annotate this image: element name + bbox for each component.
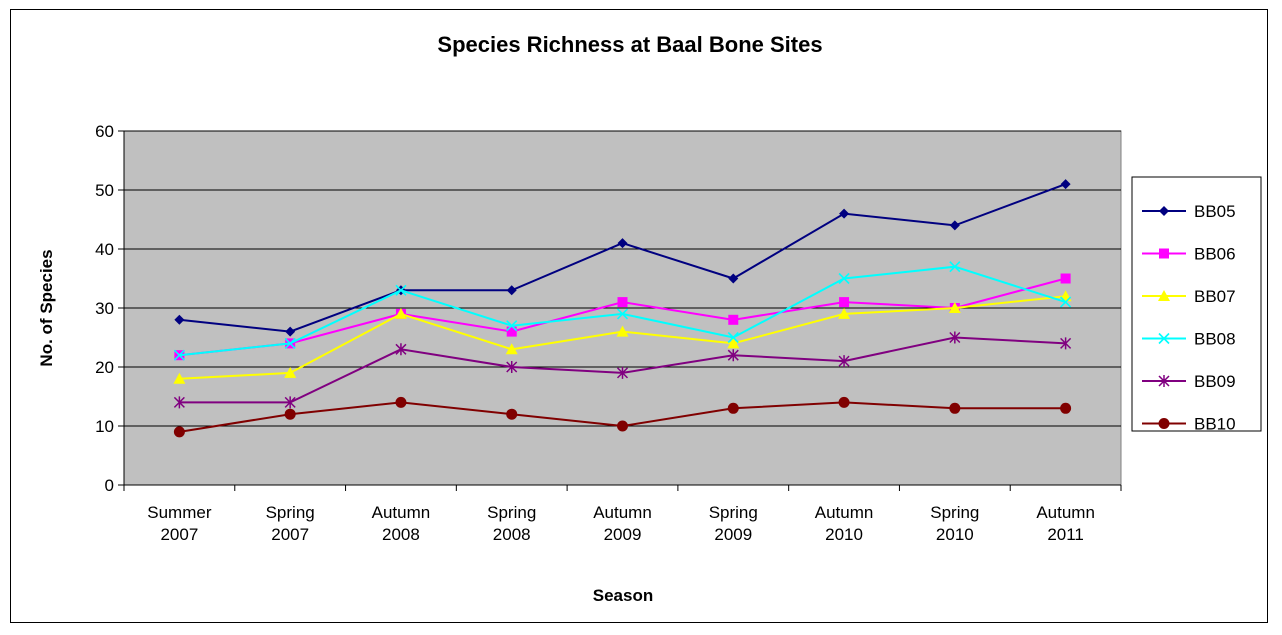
legend-box bbox=[1131, 176, 1262, 432]
data-point bbox=[1060, 273, 1071, 284]
y-tick-label: 50 bbox=[95, 181, 114, 200]
x-tick-label: Autumn 2010 bbox=[815, 503, 874, 544]
legend-label: BB05 bbox=[1194, 202, 1236, 221]
data-point bbox=[284, 408, 296, 420]
data-point bbox=[727, 402, 739, 414]
data-point bbox=[728, 314, 739, 325]
data-point bbox=[838, 396, 850, 408]
data-point bbox=[727, 349, 739, 362]
data-point bbox=[616, 308, 629, 320]
legend-item-bb08: BB08 bbox=[1142, 330, 1236, 349]
data-point bbox=[838, 307, 851, 319]
legend-item-bb06: BB06 bbox=[1142, 245, 1236, 264]
data-point bbox=[506, 320, 518, 332]
data-point bbox=[506, 408, 518, 420]
data-point bbox=[173, 396, 185, 409]
data-point bbox=[949, 261, 961, 273]
data-point bbox=[285, 326, 296, 337]
data-point bbox=[1060, 296, 1072, 308]
y-tick-label: 0 bbox=[105, 476, 114, 495]
data-point bbox=[506, 285, 517, 296]
y-tick-label: 40 bbox=[95, 240, 114, 259]
chart-title: Species Richness at Baal Bone Sites bbox=[437, 32, 822, 57]
x-axis-title: Season bbox=[593, 586, 653, 605]
legend: BB05 BB06 BB07 BB08 BB09 BB10 bbox=[1131, 176, 1262, 434]
data-point bbox=[1060, 179, 1071, 190]
data-point bbox=[616, 325, 629, 337]
x-tick-label: Autumn 2011 bbox=[1036, 503, 1095, 544]
data-point bbox=[505, 343, 518, 355]
x-tick-label: Spring 2009 bbox=[709, 503, 758, 544]
legend-label: BB07 bbox=[1194, 287, 1236, 306]
data-point bbox=[1060, 402, 1072, 414]
legend-item-bb05: BB05 bbox=[1142, 202, 1236, 221]
chart-frame: Species Richness at Baal Bone Sites 0 10 2… bbox=[10, 9, 1268, 623]
y-tick-label: 60 bbox=[95, 122, 114, 141]
data-point bbox=[839, 208, 850, 219]
data-point bbox=[506, 326, 517, 337]
data-point bbox=[617, 297, 628, 308]
legend-item-bb07: BB07 bbox=[1142, 287, 1236, 306]
legend-item-bb10: BB10 bbox=[1142, 415, 1236, 434]
series-bb05 bbox=[174, 179, 1071, 337]
data-point bbox=[394, 307, 407, 319]
data-point bbox=[284, 396, 296, 409]
data-point bbox=[395, 343, 407, 356]
axes bbox=[118, 130, 1122, 491]
data-point bbox=[1158, 418, 1170, 429]
data-point bbox=[506, 361, 518, 373]
data-point bbox=[173, 426, 185, 438]
data-point bbox=[617, 238, 628, 249]
legend-label: BB09 bbox=[1194, 372, 1236, 391]
legend-label: BB06 bbox=[1194, 245, 1236, 264]
series-bb10 bbox=[173, 396, 1072, 438]
data-point bbox=[174, 314, 185, 325]
series-bb08 bbox=[173, 261, 1072, 361]
x-tick-label: Summer 2007 bbox=[147, 503, 212, 544]
legend-label: BB10 bbox=[1194, 415, 1236, 434]
y-tick-label: 30 bbox=[95, 299, 114, 318]
data-point bbox=[395, 396, 407, 408]
data-point bbox=[727, 331, 739, 344]
data-point bbox=[949, 402, 961, 414]
data-point bbox=[728, 273, 739, 284]
data-point bbox=[1158, 375, 1170, 387]
data-point bbox=[617, 420, 628, 432]
data-point bbox=[284, 337, 296, 349]
x-tick-label: Spring 2007 bbox=[266, 503, 315, 544]
data-point bbox=[727, 337, 740, 349]
data-point bbox=[948, 302, 961, 313]
data-point bbox=[395, 284, 407, 296]
x-tick-labels: Summer 2007 Spring 2007 Autumn 2008 Spring 2008… bbox=[147, 503, 1095, 544]
data-point bbox=[173, 349, 185, 361]
data-point bbox=[839, 297, 850, 308]
data-point bbox=[949, 331, 961, 344]
data-point bbox=[1060, 337, 1072, 350]
legend-item-bb09: BB09 bbox=[1142, 372, 1236, 391]
y-tick-label: 20 bbox=[95, 358, 114, 377]
data-point bbox=[838, 272, 850, 285]
data-point bbox=[1159, 248, 1169, 259]
data-point bbox=[173, 372, 186, 384]
series-bb09 bbox=[173, 331, 1072, 409]
data-point bbox=[949, 220, 960, 231]
legend-label: BB08 bbox=[1194, 330, 1236, 349]
data-point bbox=[1158, 290, 1170, 301]
x-tick-label: Spring 2010 bbox=[930, 503, 979, 544]
data-point bbox=[616, 366, 629, 379]
data-point bbox=[838, 355, 850, 368]
y-tick-labels: 0 10 20 30 40 50 60 bbox=[95, 122, 114, 495]
data-point bbox=[284, 366, 297, 378]
x-tick-label: Spring 2008 bbox=[487, 503, 536, 544]
series-bb07 bbox=[173, 290, 1072, 384]
x-tick-label: Autumn 2008 bbox=[372, 503, 431, 544]
line-chart: Species Richness at Baal Bone Sites 0 10 2… bbox=[37, 32, 1262, 605]
data-point bbox=[1159, 206, 1169, 216]
data-point bbox=[1158, 332, 1170, 345]
y-axis-title: No. of Species bbox=[37, 249, 56, 366]
series-lines bbox=[173, 179, 1072, 438]
y-tick-label: 10 bbox=[95, 417, 114, 436]
x-tick-label: Autumn 2009 bbox=[593, 503, 652, 544]
